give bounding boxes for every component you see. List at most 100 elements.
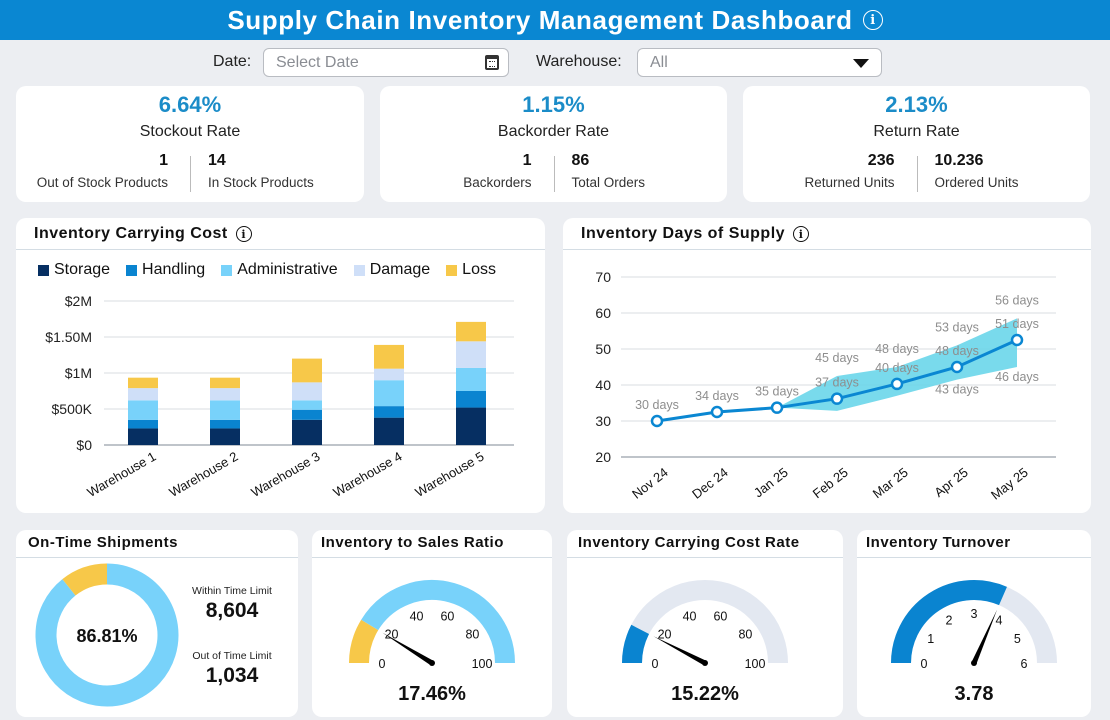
gauge-needle-hub (429, 660, 435, 666)
kpi-value: 1.15% (522, 92, 585, 117)
gauge-title: Inventory Turnover (866, 534, 1011, 551)
on-time-shipments-card: On-Time Shipments 86.81% Within Time Lim… (16, 530, 298, 717)
kpi-left-metric: 236 Returned Units (743, 152, 917, 190)
within-time-limit-value: 8,604 (205, 599, 259, 622)
gauge-tick-label: 40 (410, 609, 424, 623)
x-tick-label: Warehouse 1 (84, 449, 158, 500)
y-tick-label: 40 (595, 377, 611, 393)
data-point (830, 392, 844, 405)
legend-swatch (446, 264, 458, 276)
x-tick-label: Warehouse 5 (412, 449, 486, 500)
x-tick-label: Dec 24 (689, 465, 731, 502)
card-title: Inventory Carrying Cost i (34, 225, 252, 243)
gauge-needle-hub (971, 660, 977, 666)
bar-segment-storage (210, 428, 240, 445)
on-time-donut-chart: 86.81% (35, 563, 179, 707)
kpi-divider (190, 156, 191, 192)
info-icon[interactable]: i (793, 226, 810, 242)
x-tick-label: Warehouse 3 (248, 449, 322, 500)
inventory-to-sales-card: Inventory to Sales Ratio 0 20 40 60 80 100 17… (312, 530, 552, 717)
kpi-left-number: 1 (159, 152, 168, 169)
gauge-tick-label: 0 (652, 657, 659, 671)
y-tick-label: $1.50M (45, 329, 92, 345)
bar-segment-damage (128, 388, 158, 401)
out-of-time-limit-stat: Out of Time Limit 1,034 (172, 650, 292, 688)
info-icon[interactable]: i (862, 10, 883, 30)
data-label: 43 days (935, 383, 979, 397)
gauge-tick-label: 80 (738, 628, 752, 642)
x-tick-label: Nov 24 (629, 465, 671, 502)
bar-segment-handling (210, 419, 240, 429)
bar-segment-loss (456, 321, 486, 342)
calendar-icon[interactable] (485, 55, 499, 70)
data-label: 56 days (995, 293, 1039, 307)
kpi-right-label: Total Orders (571, 175, 646, 190)
carrying-cost-card: Inventory Carrying Cost i Storage Handlin… (16, 218, 545, 513)
card-title: Inventory Turnover (866, 534, 1011, 551)
gauge-tick-label: 0 (379, 657, 386, 671)
y-tick-label: 30 (595, 413, 611, 429)
divider (312, 557, 552, 558)
filter-bar: Date: Select Date Warehouse: All (0, 48, 1110, 78)
warehouse-select[interactable]: All (637, 48, 882, 77)
gauge-value: 3.78 (954, 683, 994, 705)
x-tick-label: Jan 25 (751, 465, 791, 501)
legend-label: Handling (142, 261, 206, 278)
kpi-divider (553, 156, 555, 192)
legend-item[interactable]: Loss (446, 261, 496, 279)
bar-segment-loss (292, 358, 322, 383)
kpi-right-label: Ordered Units (934, 175, 1019, 190)
legend-item[interactable]: Handling (126, 261, 205, 279)
gauge-high-band (361, 580, 515, 664)
kpi-left-metric: 1 Out of Stock Products (16, 152, 190, 190)
caret-down-icon[interactable] (853, 59, 869, 68)
data-point (890, 377, 904, 391)
data-point (710, 405, 724, 419)
gauge-tick-label: 20 (658, 628, 672, 642)
kpi-left-label: Returned Units (804, 175, 895, 190)
divider (567, 557, 843, 558)
bar-segment-storage (292, 419, 322, 445)
gauge-track (622, 580, 788, 664)
card-title: On-Time Shipments (28, 534, 178, 551)
bar-segment-handling (128, 419, 158, 429)
carrying-cost-rate-card: Inventory Carrying Cost Rate 0 20 40 60 80 10… (567, 530, 843, 717)
y-tick-label: 70 (595, 269, 611, 285)
kpi-right-metric: 86 Total Orders (554, 152, 728, 190)
kpi-value: 6.64% (158, 92, 222, 117)
x-tick-label: Warehouse 4 (330, 449, 404, 500)
x-tick-label: Mar 25 (870, 465, 911, 502)
data-label: 45 days (815, 351, 859, 365)
inventory-to-sales-gauge: 0 20 40 60 80 100 (349, 580, 515, 671)
bar-segment-loss (210, 377, 240, 389)
gauge-title: Inventory Carrying Cost Rate (578, 534, 800, 551)
card-title: Inventory Days of Supply i (581, 225, 810, 243)
kpi-right-number: 86 (571, 152, 590, 169)
gauge-tick-label: 1 (927, 632, 934, 646)
y-tick-label: 20 (595, 449, 611, 465)
donut-slice (35, 563, 179, 707)
card-title: Inventory Carrying Cost Rate (578, 534, 800, 551)
y-tick-label: $1M (65, 365, 92, 381)
gauge-tick-label: 80 (465, 628, 479, 642)
date-input[interactable]: Select Date (263, 48, 509, 77)
legend-item[interactable]: Administrative (221, 261, 338, 279)
y-tick-label: $0 (76, 437, 92, 453)
gauge-fill (622, 624, 650, 664)
data-label: 48 days (875, 342, 919, 356)
days-of-supply-card: Inventory Days of Supply i 20 30 40 50 60 70 3… (563, 218, 1091, 513)
bar-segment-handling (292, 409, 322, 420)
kpi-divider (916, 156, 918, 192)
legend-item[interactable]: Storage (38, 261, 110, 279)
legend-item[interactable]: Damage (353, 261, 430, 279)
legend-swatch (126, 264, 138, 276)
page-title: Supply Chain Inventory Management Dashbo… (227, 4, 853, 35)
kpi-right-number: 10.236 (934, 152, 984, 169)
legend-label: Administrative (237, 261, 338, 278)
gauge-needle (382, 632, 434, 666)
bar-segment-administrative (128, 400, 158, 420)
out-of-time-limit-label: Out of Time Limit (192, 650, 272, 662)
kpi-right-metric: 14 In Stock Products (190, 152, 364, 190)
info-icon[interactable]: i (235, 226, 252, 242)
kpi-name: Backorder Rate (497, 123, 610, 140)
